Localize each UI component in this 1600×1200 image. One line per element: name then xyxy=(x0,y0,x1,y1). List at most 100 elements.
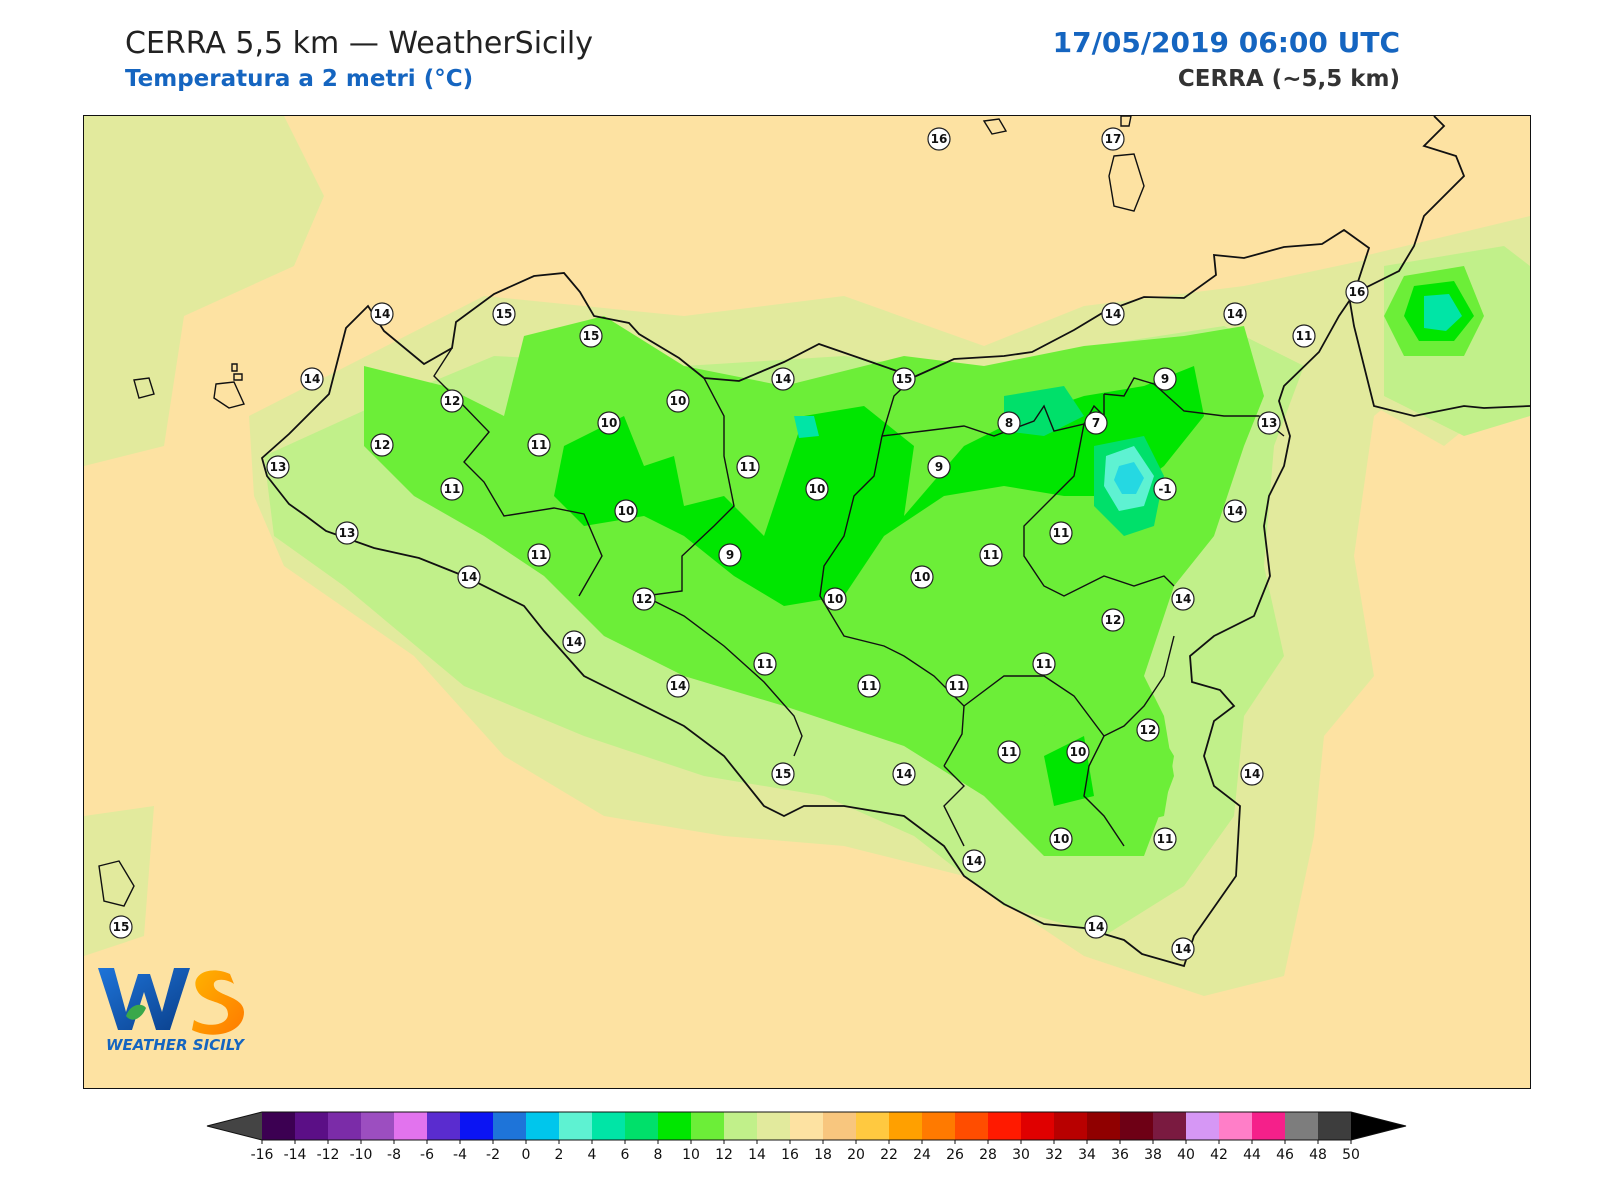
station-value-text: 12 xyxy=(1105,613,1122,627)
colorbar-tick-label: 40 xyxy=(1177,1147,1195,1163)
station-value-text: 15 xyxy=(113,920,130,934)
colorbar-swatch xyxy=(625,1112,659,1140)
colorbar-tick-label: 0 xyxy=(522,1147,531,1163)
station-value-text: 12 xyxy=(444,394,461,408)
map-canvas: 16 17 14 15 15 16 14 14 11 14 12 10 14 15 9 10 8 7 13 13 12 1… xyxy=(84,116,1530,996)
colorbar-tick-label: -2 xyxy=(486,1147,500,1163)
colorbar-tick-label: 22 xyxy=(880,1147,898,1163)
station-value-text: 10 xyxy=(809,482,826,496)
station-value-text: 11 xyxy=(531,438,548,452)
station-value-text: 11 xyxy=(757,657,774,671)
colorbar-tick-label: 30 xyxy=(1012,1147,1030,1163)
temperature-field xyxy=(84,116,1530,996)
colorbar-tick-label: 20 xyxy=(847,1147,865,1163)
station-value-text: 11 xyxy=(861,679,878,693)
colorbar-tick-label: 2 xyxy=(555,1147,564,1163)
station-value-label: 11 xyxy=(997,740,1021,764)
station-value-label: 14 xyxy=(1101,302,1125,326)
colorbar-tick-label: 38 xyxy=(1144,1147,1162,1163)
weather-sicily-logo: WEATHER SICILY xyxy=(96,964,256,1064)
station-value-label: 9 xyxy=(718,543,742,567)
station-value-text: 11 xyxy=(740,460,757,474)
colorbar-max-arrow xyxy=(1351,1112,1406,1140)
station-value-label: 11 xyxy=(753,652,777,676)
station-value-label: 10 xyxy=(823,587,847,611)
station-value-text: 14 xyxy=(1244,767,1261,781)
colorbar-tick-label: 28 xyxy=(979,1147,997,1163)
station-value-text: 11 xyxy=(983,548,1000,562)
station-value-label: 14 xyxy=(892,762,916,786)
station-value-text: 14 xyxy=(1088,920,1105,934)
station-value-text: 14 xyxy=(461,570,478,584)
station-value-label: 11 xyxy=(1049,521,1073,545)
colorbar-swatch xyxy=(328,1112,362,1140)
station-value-text: 14 xyxy=(566,635,583,649)
station-value-label: 11 xyxy=(857,674,881,698)
station-value-label: 14 xyxy=(666,674,690,698)
station-value-label: 11 xyxy=(979,543,1003,567)
colorbar-tick-label: 26 xyxy=(946,1147,964,1163)
colorbar-tick-label: 46 xyxy=(1276,1147,1294,1163)
colorbar-swatch xyxy=(1285,1112,1319,1140)
colorbar-swatch xyxy=(361,1112,395,1140)
colorbar-tick-label: 36 xyxy=(1111,1147,1129,1163)
station-labels: 16 17 14 15 15 16 14 14 11 14 12 10 14 15 9 10 8 7 13 13 12 1… xyxy=(109,127,1369,961)
station-value-text: 13 xyxy=(1261,416,1278,430)
station-value-label: 13 xyxy=(266,455,290,479)
station-value-label: 14 xyxy=(1223,302,1247,326)
colorbar-tick-label: 16 xyxy=(781,1147,799,1163)
station-value-text: 10 xyxy=(1070,745,1087,759)
colorbar-tick-label: 34 xyxy=(1078,1147,1096,1163)
station-value-text: 14 xyxy=(304,372,321,386)
station-value-label: 15 xyxy=(579,324,603,348)
station-value-label: 12 xyxy=(1136,718,1160,742)
colorbar-swatch xyxy=(955,1112,989,1140)
colorbar-tick-label: 12 xyxy=(715,1147,733,1163)
station-value-text: 9 xyxy=(1161,372,1169,386)
station-value-text: 10 xyxy=(1053,832,1070,846)
colorbar-swatch xyxy=(394,1112,428,1140)
station-value-label: 14 xyxy=(1223,499,1247,523)
station-value-label: 11 xyxy=(945,674,969,698)
colorbar-tick-label: 8 xyxy=(654,1147,663,1163)
station-value-label: 16 xyxy=(927,127,951,151)
station-value-label: 12 xyxy=(440,389,464,413)
station-value-label: 11 xyxy=(1153,827,1177,851)
station-value-label: 10 xyxy=(614,499,638,523)
station-value-label: 15 xyxy=(109,915,133,939)
colorbar-tick-label: 44 xyxy=(1243,1147,1261,1163)
station-value-text: 14 xyxy=(1227,307,1244,321)
station-value-label: 14 xyxy=(300,367,324,391)
station-value-text: 9 xyxy=(935,460,943,474)
station-value-label: 15 xyxy=(771,762,795,786)
colorbar-tick-label: 14 xyxy=(748,1147,766,1163)
station-value-text: 14 xyxy=(374,307,391,321)
logo-text: WEATHER SICILY xyxy=(106,1036,244,1054)
station-value-label: 12 xyxy=(632,587,656,611)
station-value-label: 16 xyxy=(1345,280,1369,304)
station-value-text: 14 xyxy=(1175,592,1192,606)
colorbar-tick-label: 4 xyxy=(588,1147,597,1163)
station-value-label: -1 xyxy=(1153,477,1177,501)
station-value-label: 10 xyxy=(666,389,690,413)
map-title: CERRA 5,5 km — WeatherSicily xyxy=(125,26,593,61)
station-value-text: 12 xyxy=(374,438,391,452)
station-value-text: 13 xyxy=(270,460,287,474)
station-value-label: 11 xyxy=(527,543,551,567)
station-value-label: 17 xyxy=(1101,127,1125,151)
station-value-text: 11 xyxy=(444,482,461,496)
map-datetime: 17/05/2019 06:00 UTC xyxy=(1052,26,1400,59)
station-value-text: 13 xyxy=(339,526,356,540)
station-value-label: 8 xyxy=(997,411,1021,435)
colorbar-tick-label: -16 xyxy=(251,1147,274,1163)
colorbar-tick-label: 32 xyxy=(1045,1147,1063,1163)
colorbar-swatch xyxy=(1219,1112,1253,1140)
station-value-text: 11 xyxy=(1053,526,1070,540)
station-value-text: 11 xyxy=(531,548,548,562)
station-value-text: 15 xyxy=(775,767,792,781)
station-value-text: 17 xyxy=(1105,132,1122,146)
colorbar-tick-label: 48 xyxy=(1309,1147,1327,1163)
colorbar-swatch xyxy=(427,1112,461,1140)
station-value-label: 10 xyxy=(597,411,621,435)
colorbar-tick-label: -14 xyxy=(284,1147,307,1163)
